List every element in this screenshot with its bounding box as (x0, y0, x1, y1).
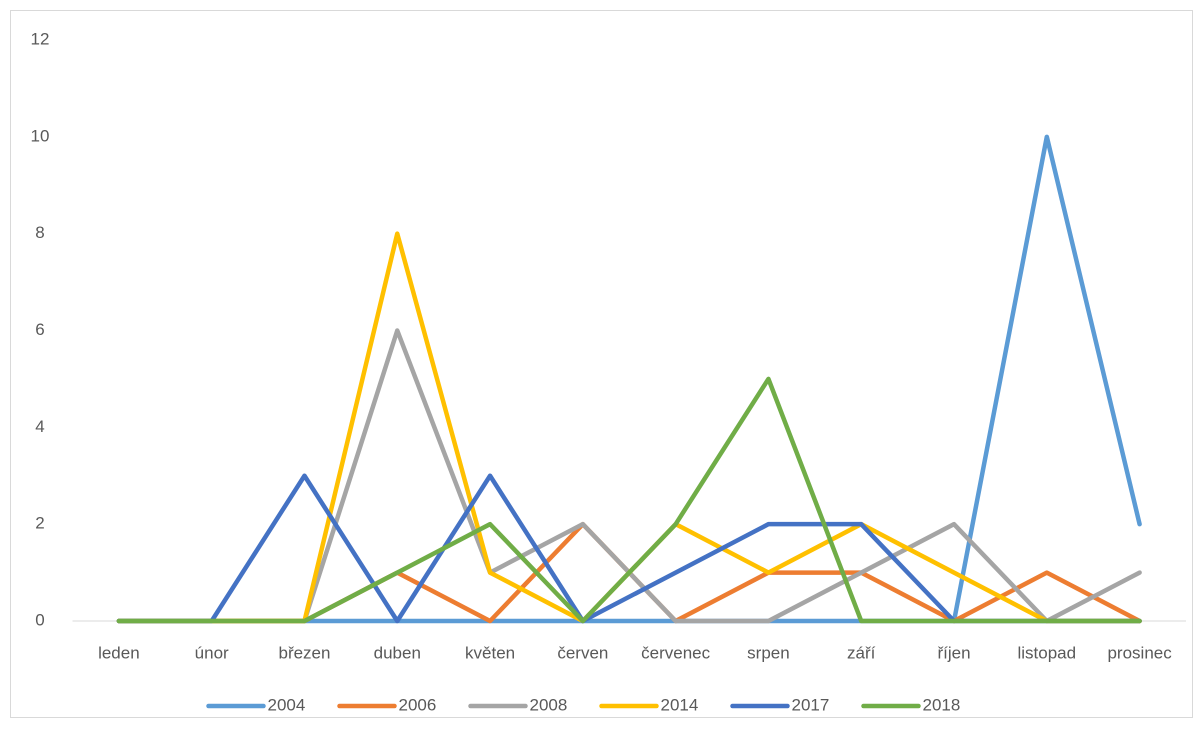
x-tick-label: říjen (937, 643, 970, 662)
y-tick-label: 0 (35, 610, 44, 629)
series-line (116, 376, 1142, 624)
y-tick-label: 10 (31, 126, 50, 145)
x-tick-label: květen (465, 643, 515, 662)
x-tick-label: únor (195, 643, 229, 662)
x-tick-label: leden (98, 643, 140, 662)
x-tick-label: červenec (641, 643, 710, 662)
legend-label: 2008 (530, 695, 568, 714)
legend-label: 2014 (661, 695, 699, 714)
y-tick-label: 8 (35, 223, 44, 242)
legend-label: 2006 (399, 695, 437, 714)
x-tick-label: srpen (747, 643, 790, 662)
legend-label: 2018 (923, 695, 961, 714)
y-tick-label: 6 (35, 320, 44, 339)
y-tick-label: 12 (31, 29, 50, 48)
legend-label: 2004 (268, 695, 306, 714)
x-tick-label: duben (374, 643, 421, 662)
x-tick-label: červen (557, 643, 608, 662)
x-tick-label: září (847, 643, 876, 662)
legend-label: 2017 (792, 695, 830, 714)
x-tick-label: listopad (1018, 643, 1077, 662)
x-tick-label: prosinec (1107, 643, 1172, 662)
x-tick-label: březen (278, 643, 330, 662)
y-tick-label: 2 (35, 514, 44, 533)
y-tick-label: 4 (35, 417, 44, 436)
